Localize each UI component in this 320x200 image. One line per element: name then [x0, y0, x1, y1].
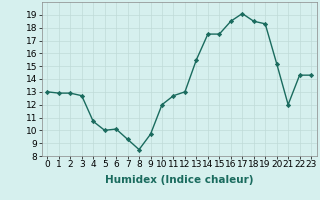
X-axis label: Humidex (Indice chaleur): Humidex (Indice chaleur) [105, 175, 253, 185]
